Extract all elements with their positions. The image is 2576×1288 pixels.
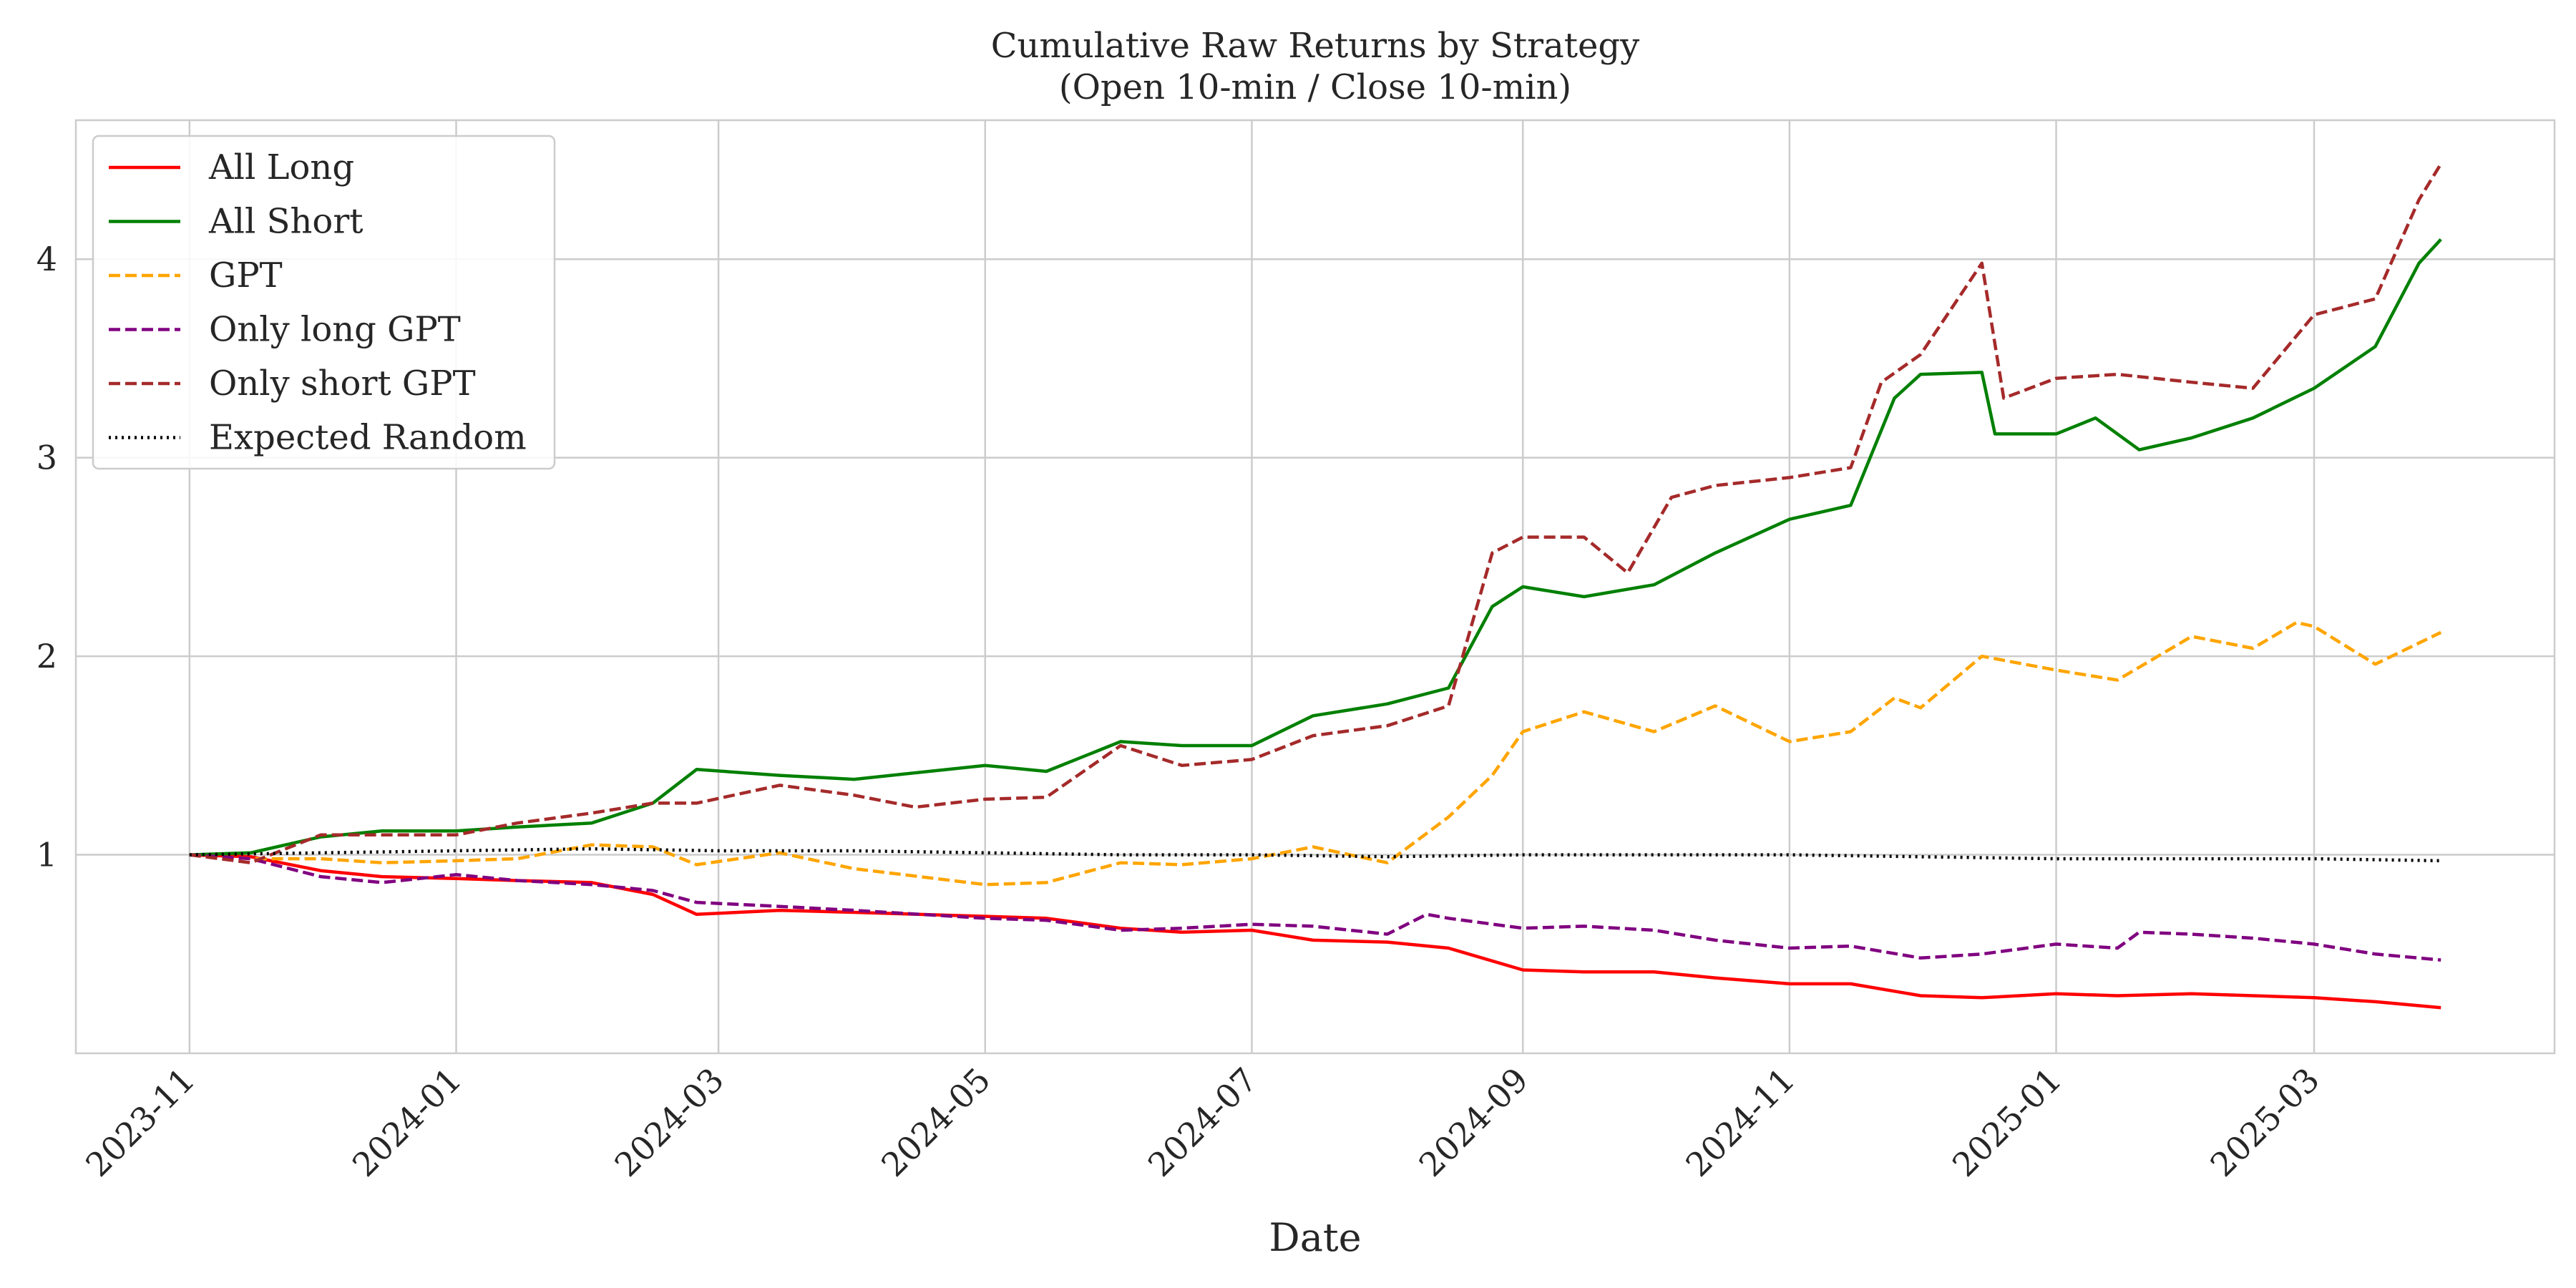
series-line-1 [189, 238, 2442, 857]
legend: All Long All Short GPT Only long GPT Only sh… [92, 135, 556, 470]
chart-title: Cumulative Raw Returns by Strategy [991, 26, 1640, 66]
legend-box [92, 135, 556, 470]
grid [76, 120, 2555, 1053]
series-layer [189, 162, 2443, 1010]
y-tick-label: 2 [36, 637, 57, 675]
chart-subtitle: (Open 10-min / Close 10-min) [1059, 67, 1571, 107]
series-line-3 [189, 853, 2441, 962]
legend-label: All Short [208, 202, 364, 242]
series-line-2 [189, 620, 2442, 887]
plot-area-frame [74, 119, 2556, 1055]
legend-label: Only short GPT [209, 364, 476, 404]
y-tick-label: 1 [36, 836, 57, 874]
legend-label: Only long GPT [209, 310, 461, 350]
y-tick-label: 3 [36, 439, 57, 477]
y-tick-label: 4 [36, 240, 57, 278]
legend-label: GPT [209, 255, 283, 296]
x-axis-label: Date [1269, 1215, 1361, 1260]
legend-label: Expected Random [209, 418, 527, 458]
legend-label: All Long [208, 147, 354, 187]
